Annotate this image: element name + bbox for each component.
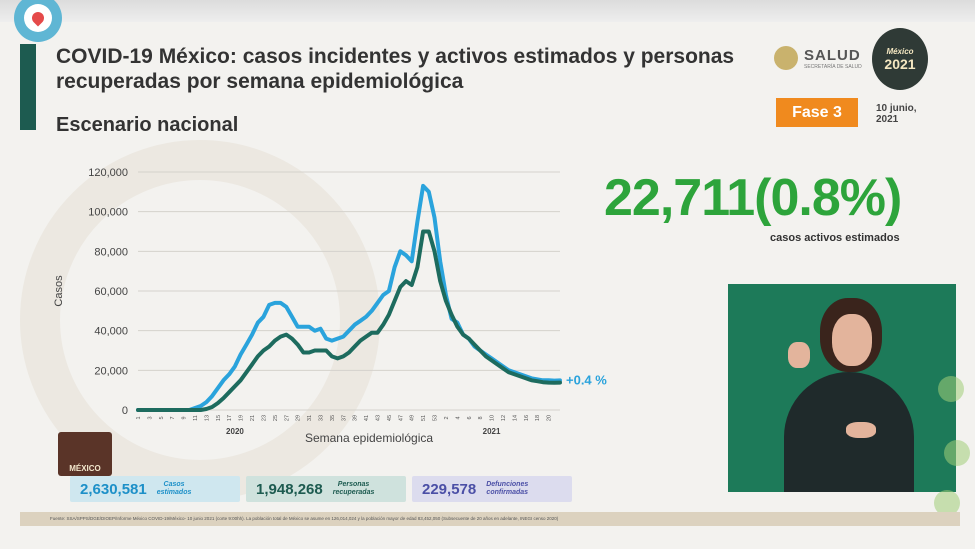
stat-label: Defunciones confirmadas	[486, 481, 528, 497]
y-tick-label: 120,000	[88, 167, 128, 179]
x-tick-label: 12	[501, 415, 507, 421]
y-tick-label: 20,000	[94, 365, 128, 377]
x-tick-label: 9	[182, 416, 188, 419]
salud-name: SALUD	[804, 46, 861, 64]
page-title: COVID-19 México: casos incidentes y acti…	[56, 45, 735, 93]
y-tick-label: 40,000	[94, 326, 128, 338]
stat-label: Personas recuperadas	[333, 481, 375, 497]
x-tick-label: 35	[330, 415, 336, 421]
series-line-estimated	[136, 183, 562, 412]
cases-line-chart: 0 20,000 40,000 60,000 80,000 100,000 120,000 1…	[53, 167, 607, 445]
stat-value: 1,948,268	[256, 480, 323, 498]
date-line1: 10 junio,	[876, 103, 917, 114]
x-tick-label: 51	[421, 415, 427, 421]
accent-bar	[20, 44, 36, 130]
x-tick-label: 49	[410, 415, 416, 421]
heart-icon	[934, 490, 960, 516]
x-tick-label: 45	[387, 415, 393, 421]
location-pin-icon	[29, 9, 47, 27]
interpreter-face	[832, 314, 872, 366]
fase-badge: Fase 3	[776, 98, 858, 127]
logo-text: México	[886, 46, 914, 56]
x-tick-label: 16	[524, 415, 530, 421]
x-tick-label: 2	[444, 416, 450, 419]
top-bar	[0, 0, 975, 22]
x-tick-label: 39	[353, 415, 359, 421]
year-label: 2021	[483, 427, 501, 436]
series-line-recovered	[136, 229, 562, 412]
logo-year: 2021	[884, 55, 916, 72]
y-tick-label: 80,000	[94, 246, 128, 258]
y-tick-label: 0	[122, 405, 128, 417]
x-tick-label: 53	[433, 415, 439, 421]
x-tick-label: 15	[216, 415, 222, 421]
page-subtitle: Escenario nacional	[56, 114, 239, 136]
y-tick-label: 60,000	[94, 286, 128, 298]
x-tick-label: 19	[239, 415, 245, 421]
change-annotation: +0.4 %	[566, 372, 607, 387]
x-tick-label: 10	[490, 415, 496, 421]
stat-value: 2,630,581	[80, 480, 147, 498]
stat-label-line: Defunciones	[486, 481, 529, 488]
x-tick-label: 21	[250, 415, 256, 421]
stat-label-line: estimados	[156, 489, 192, 496]
stat-label: Casos estimados	[157, 481, 192, 497]
active-cases-label: casos activos estimados	[770, 232, 900, 244]
stat-deaths: 229,578 Defunciones confirmadas	[412, 476, 572, 502]
report-date: 10 junio, 2021	[876, 103, 946, 125]
x-tick-label: 5	[159, 416, 165, 419]
x-tick-label: 41	[364, 415, 370, 421]
x-tick-label: 7	[170, 416, 176, 419]
sign-language-interpreter-video	[728, 284, 956, 492]
stat-estimated-cases: 2,630,581 Casos estimados	[70, 476, 240, 502]
interpreter-hand	[788, 342, 810, 368]
hearts-decoration	[930, 370, 975, 530]
salud-subtitle: SECRETARÍA DE SALUD	[804, 63, 862, 70]
x-tick-label: 23	[261, 415, 267, 421]
x-tick-label: 20	[547, 415, 553, 421]
x-tick-label: 31	[307, 415, 313, 421]
x-tick-label: 43	[376, 415, 382, 421]
y-axis-label: Casos	[53, 275, 65, 307]
heart-icon	[938, 376, 964, 402]
year-label: 2020	[226, 427, 244, 436]
date-line2: 2021	[876, 114, 899, 125]
x-tick-label: 11	[193, 415, 199, 421]
periscope-inner	[24, 4, 52, 32]
stat-label-line: Personas	[337, 481, 370, 488]
x-tick-label: 14	[512, 415, 518, 421]
stat-value: 229,578	[422, 480, 477, 498]
x-tick-label: 33	[318, 415, 324, 421]
source-footnote: Fuente: SSA/SPPS/DGE/DIOEP/Informe Méxic…	[20, 512, 960, 526]
interpreter-hand	[846, 422, 876, 438]
x-tick-label: 17	[227, 415, 233, 421]
x-tick-label: 13	[204, 415, 210, 421]
x-tick-label: 3	[147, 416, 153, 419]
salud-logo: SALUD SECRETARÍA DE SALUD	[774, 46, 862, 70]
stats-bar: 2,630,581 Casos estimados 1,948,268 Perso…	[70, 476, 572, 502]
periscope-icon[interactable]	[14, 0, 62, 42]
mexico-logo: MÉXICO	[58, 432, 112, 476]
x-tick-label: 29	[296, 415, 302, 421]
x-tick-label: 47	[398, 415, 404, 421]
salud-emblem-icon	[774, 46, 798, 70]
x-tick-label: 18	[535, 415, 541, 421]
x-axis-label: Semana epidemiológica	[305, 431, 433, 445]
x-tick-label: 8	[478, 416, 484, 419]
y-tick-label: 100,000	[88, 207, 128, 219]
x-tick-label: 6	[467, 416, 473, 419]
x-tick-label: 25	[273, 415, 279, 421]
stat-label-line: confirmadas	[486, 489, 529, 496]
heart-icon	[944, 440, 970, 466]
active-cases-value: 22,711(0.8%)	[604, 169, 902, 227]
x-tick-label: 1	[136, 416, 142, 419]
stat-recovered: 1,948,268 Personas recuperadas	[246, 476, 406, 502]
mexico-2021-logo: México 2021	[872, 28, 928, 90]
stat-label-line: Casos	[163, 481, 185, 488]
x-tick-label: 37	[341, 415, 347, 421]
x-tick-label: 27	[284, 415, 290, 421]
stat-label-line: recuperadas	[332, 489, 375, 496]
x-tick-label: 4	[455, 416, 461, 419]
